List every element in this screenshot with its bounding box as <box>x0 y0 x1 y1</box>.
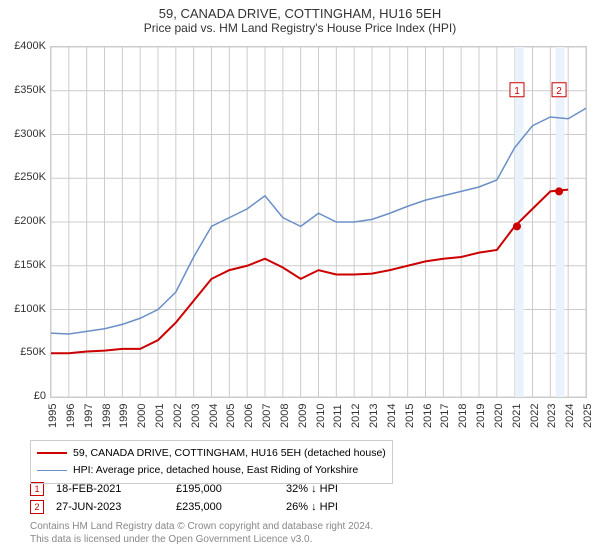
x-tick-label: 1995 <box>47 404 59 428</box>
x-tick-label: 2014 <box>386 404 398 428</box>
below-chart-section: 59, CANADA DRIVE, COTTINGHAM, HU16 5EH (… <box>30 440 570 546</box>
x-tick-label: 2000 <box>136 404 148 428</box>
x-tick-label: 2005 <box>225 404 237 428</box>
transaction-price: £235,000 <box>176 501 286 513</box>
footer-attribution: Contains HM Land Registry data © Crown c… <box>30 520 570 546</box>
x-tick-label: 2023 <box>546 404 558 428</box>
x-tick-label: 2002 <box>172 404 184 428</box>
x-tick-label: 2025 <box>582 404 594 428</box>
x-tick-label: 2001 <box>154 404 166 428</box>
y-tick-label: £350K <box>0 84 46 96</box>
x-tick-label: 2011 <box>332 404 344 428</box>
x-tick-label: 2022 <box>529 404 541 428</box>
x-tick-label: 1998 <box>101 404 113 428</box>
legend-item: 59, CANADA DRIVE, COTTINGHAM, HU16 5EH (… <box>37 445 386 462</box>
x-tick-label: 2008 <box>279 404 291 428</box>
svg-text:2: 2 <box>556 86 562 97</box>
y-tick-label: £300K <box>0 128 46 140</box>
x-tick-label: 2019 <box>475 404 487 428</box>
chart-plot-area: 12 <box>50 46 587 398</box>
y-tick-label: £150K <box>0 259 46 271</box>
x-tick-label: 2012 <box>350 404 362 428</box>
x-tick-label: 2018 <box>457 404 469 428</box>
x-tick-label: 2007 <box>261 404 273 428</box>
transaction-date: 27-JUN-2023 <box>56 501 176 513</box>
chart-container: 59, CANADA DRIVE, COTTINGHAM, HU16 5EH P… <box>0 0 600 560</box>
x-tick-label: 2004 <box>208 404 220 428</box>
x-tick-label: 2015 <box>404 404 416 428</box>
x-tick-label: 1996 <box>65 404 77 428</box>
y-tick-label: £100K <box>0 303 46 315</box>
transaction-date: 18-FEB-2021 <box>56 483 176 495</box>
legend-item: HPI: Average price, detached house, East… <box>37 462 386 479</box>
x-tick-label: 2010 <box>315 404 327 428</box>
transactions-list: 1 18-FEB-2021£195,00032% ↓ HPI 2 27-JUN-202… <box>30 482 570 514</box>
x-tick-label: 2006 <box>243 404 255 428</box>
x-tick-label: 1997 <box>83 404 95 428</box>
transaction-marker: 1 <box>30 482 44 496</box>
chart-svg: 12 <box>51 47 586 397</box>
footer-line-2: This data is licensed under the Open Gov… <box>30 533 570 546</box>
x-tick-label: 2003 <box>190 404 202 428</box>
svg-text:1: 1 <box>514 86 520 97</box>
transaction-price: £195,000 <box>176 483 286 495</box>
x-tick-label: 2017 <box>439 404 451 428</box>
x-tick-label: 2020 <box>493 404 505 428</box>
legend-box: 59, CANADA DRIVE, COTTINGHAM, HU16 5EH (… <box>30 440 393 484</box>
x-tick-label: 2009 <box>297 404 309 428</box>
transaction-marker: 2 <box>30 500 44 514</box>
transaction-diff: 26% ↓ HPI <box>286 501 386 513</box>
chart-subtitle: Price paid vs. HM Land Registry's House … <box>0 21 600 39</box>
x-tick-label: 2016 <box>422 404 434 428</box>
y-tick-label: £50K <box>0 346 46 358</box>
footer-line-1: Contains HM Land Registry data © Crown c… <box>30 520 570 533</box>
y-tick-label: £400K <box>0 40 46 52</box>
y-tick-label: £250K <box>0 171 46 183</box>
transaction-diff: 32% ↓ HPI <box>286 483 386 495</box>
y-tick-label: £0 <box>0 390 46 402</box>
transaction-row: 1 18-FEB-2021£195,00032% ↓ HPI <box>30 482 570 496</box>
x-tick-label: 1999 <box>118 404 130 428</box>
y-tick-label: £200K <box>0 215 46 227</box>
x-tick-label: 2024 <box>564 404 576 428</box>
x-tick-label: 2013 <box>368 404 380 428</box>
x-tick-label: 2021 <box>511 404 523 428</box>
chart-title: 59, CANADA DRIVE, COTTINGHAM, HU16 5EH <box>0 0 600 21</box>
transaction-row: 2 27-JUN-2023£235,00026% ↓ HPI <box>30 500 570 514</box>
